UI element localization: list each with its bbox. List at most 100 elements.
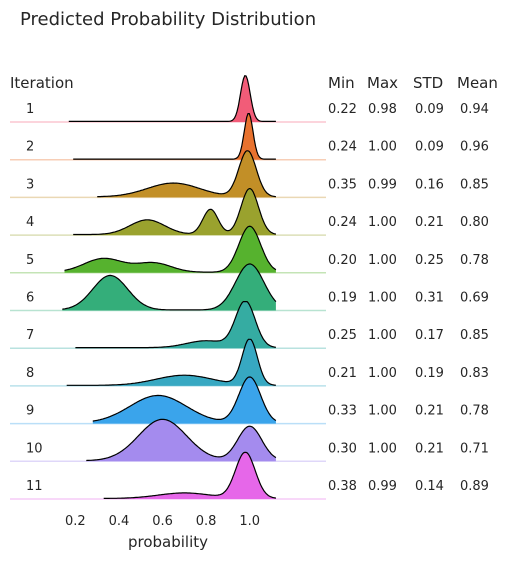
stat-min-11: 0.38 bbox=[328, 479, 357, 494]
stat-std-9: 0.21 bbox=[415, 404, 444, 419]
stat-max-4: 1.00 bbox=[368, 215, 397, 230]
ridge-area-10 bbox=[86, 419, 276, 462]
stat-std-6: 0.31 bbox=[415, 291, 444, 306]
ridge-area-11 bbox=[103, 452, 276, 499]
stat-min-4: 0.24 bbox=[328, 215, 357, 230]
stat-mean-3: 0.85 bbox=[460, 177, 489, 192]
row-label-11: 11 bbox=[26, 479, 43, 494]
stat-mean-1: 0.94 bbox=[460, 102, 489, 117]
stat-min-1: 0.22 bbox=[328, 102, 357, 117]
stat-header-std: STD bbox=[413, 74, 443, 92]
x-tick-1.0: 1.0 bbox=[239, 514, 260, 529]
stat-min-2: 0.24 bbox=[328, 140, 357, 155]
row-label-1: 1 bbox=[26, 102, 34, 117]
ridge-outline-2 bbox=[73, 113, 276, 160]
stat-max-10: 1.00 bbox=[368, 441, 397, 456]
ridge-area-3 bbox=[97, 150, 276, 198]
ridge-outline-9 bbox=[92, 376, 277, 422]
ridge-outline-3 bbox=[97, 150, 276, 198]
ridge-outline-10 bbox=[86, 418, 277, 462]
stat-min-6: 0.19 bbox=[328, 291, 357, 306]
x-tick-0.4: 0.4 bbox=[109, 514, 130, 529]
ridge-area-1 bbox=[68, 75, 276, 122]
stat-max-3: 0.99 bbox=[368, 177, 397, 192]
stat-mean-5: 0.78 bbox=[460, 253, 489, 268]
x-axis: 0.2 0.4 0.6 0.8 1.0 bbox=[65, 514, 260, 529]
stat-std-2: 0.09 bbox=[415, 140, 444, 155]
stat-std-1: 0.09 bbox=[415, 102, 444, 117]
ridge-area-2 bbox=[73, 113, 276, 160]
stat-std-4: 0.21 bbox=[415, 215, 444, 230]
stat-std-5: 0.25 bbox=[415, 253, 444, 268]
stat-header-max: Max bbox=[367, 74, 398, 92]
x-tick-0.8: 0.8 bbox=[196, 514, 217, 529]
ridge-row-2: 2 0.24 1.00 0.09 0.96 bbox=[10, 113, 489, 161]
stat-mean-10: 0.71 bbox=[460, 441, 489, 456]
row-label-6: 6 bbox=[26, 291, 34, 306]
x-tick-0.6: 0.6 bbox=[152, 514, 173, 529]
ridge-outline-6 bbox=[62, 263, 277, 311]
stat-std-11: 0.14 bbox=[415, 479, 444, 494]
stat-mean-11: 0.89 bbox=[460, 479, 489, 494]
stat-min-3: 0.35 bbox=[328, 177, 357, 192]
stat-mean-7: 0.85 bbox=[460, 328, 489, 343]
ridge-row-11: 11 0.38 0.99 0.14 0.89 bbox=[10, 451, 489, 500]
ridge-outline-8 bbox=[66, 338, 276, 386]
stat-mean-4: 0.80 bbox=[460, 215, 489, 230]
stat-max-1: 0.98 bbox=[368, 102, 397, 117]
row-label-2: 2 bbox=[26, 140, 34, 155]
row-label-8: 8 bbox=[26, 366, 34, 381]
stat-std-8: 0.19 bbox=[415, 366, 444, 381]
stat-mean-6: 0.69 bbox=[460, 291, 489, 306]
ridge-row-3: 3 0.35 0.99 0.16 0.85 bbox=[10, 150, 489, 199]
stat-header-min: Min bbox=[328, 74, 355, 92]
ridge-outline-4 bbox=[73, 187, 276, 236]
stat-std-3: 0.16 bbox=[415, 177, 444, 192]
stat-std-10: 0.21 bbox=[415, 441, 444, 456]
x-tick-0.2: 0.2 bbox=[65, 514, 86, 529]
stat-max-11: 0.99 bbox=[368, 479, 397, 494]
ridge-area-9 bbox=[92, 377, 276, 424]
ridge-row-1: 1 0.22 0.98 0.09 0.94 bbox=[10, 75, 489, 123]
stat-max-8: 1.00 bbox=[368, 366, 397, 381]
stat-max-2: 1.00 bbox=[368, 140, 397, 155]
ridge-outline-5 bbox=[64, 225, 277, 273]
ridge-row-10: 10 0.30 1.00 0.21 0.71 bbox=[10, 418, 489, 463]
ridge-area-5 bbox=[64, 226, 276, 273]
stat-min-10: 0.30 bbox=[328, 441, 357, 456]
ridge-row-9: 9 0.33 1.00 0.21 0.78 bbox=[10, 376, 489, 425]
row-label-7: 7 bbox=[26, 328, 34, 343]
stat-min-7: 0.25 bbox=[328, 328, 357, 343]
stat-max-5: 1.00 bbox=[368, 253, 397, 268]
ridges-group: 1 0.22 0.98 0.09 0.94 2 0.24 1.00 0.09 0.96 3 0.35 0… bbox=[10, 75, 489, 500]
ridge-outline-1 bbox=[68, 75, 276, 122]
ridge-row-5: 5 0.20 1.00 0.25 0.78 bbox=[10, 225, 489, 274]
ridge-area-7 bbox=[75, 301, 276, 349]
ridge-row-7: 7 0.25 1.00 0.17 0.85 bbox=[10, 301, 489, 349]
stat-max-6: 1.00 bbox=[368, 291, 397, 306]
stat-max-7: 1.00 bbox=[368, 328, 397, 343]
x-axis-label: probability bbox=[128, 533, 208, 551]
stat-max-9: 1.00 bbox=[368, 404, 397, 419]
stat-header-mean: Mean bbox=[457, 74, 498, 92]
ridge-row-4: 4 0.24 1.00 0.21 0.80 bbox=[10, 187, 489, 236]
row-label-10: 10 bbox=[26, 441, 43, 456]
row-label-9: 9 bbox=[26, 404, 34, 419]
stat-mean-8: 0.83 bbox=[460, 366, 489, 381]
y-axis-label: Iteration bbox=[10, 74, 74, 92]
chart-title: Predicted Probability Distribution bbox=[20, 9, 316, 30]
stat-min-9: 0.33 bbox=[328, 404, 357, 419]
ridge-outline-7 bbox=[75, 301, 276, 349]
ridge-area-4 bbox=[73, 188, 276, 236]
ridge-row-6: 6 0.19 1.00 0.31 0.69 bbox=[10, 263, 489, 312]
stat-min-8: 0.21 bbox=[328, 366, 357, 381]
row-label-3: 3 bbox=[26, 177, 34, 192]
ridge-area-6 bbox=[62, 264, 276, 311]
stat-std-7: 0.17 bbox=[415, 328, 444, 343]
stat-mean-2: 0.96 bbox=[460, 140, 489, 155]
row-label-5: 5 bbox=[26, 253, 34, 268]
stat-min-5: 0.20 bbox=[328, 253, 357, 268]
ridge-outline-11 bbox=[103, 451, 277, 499]
